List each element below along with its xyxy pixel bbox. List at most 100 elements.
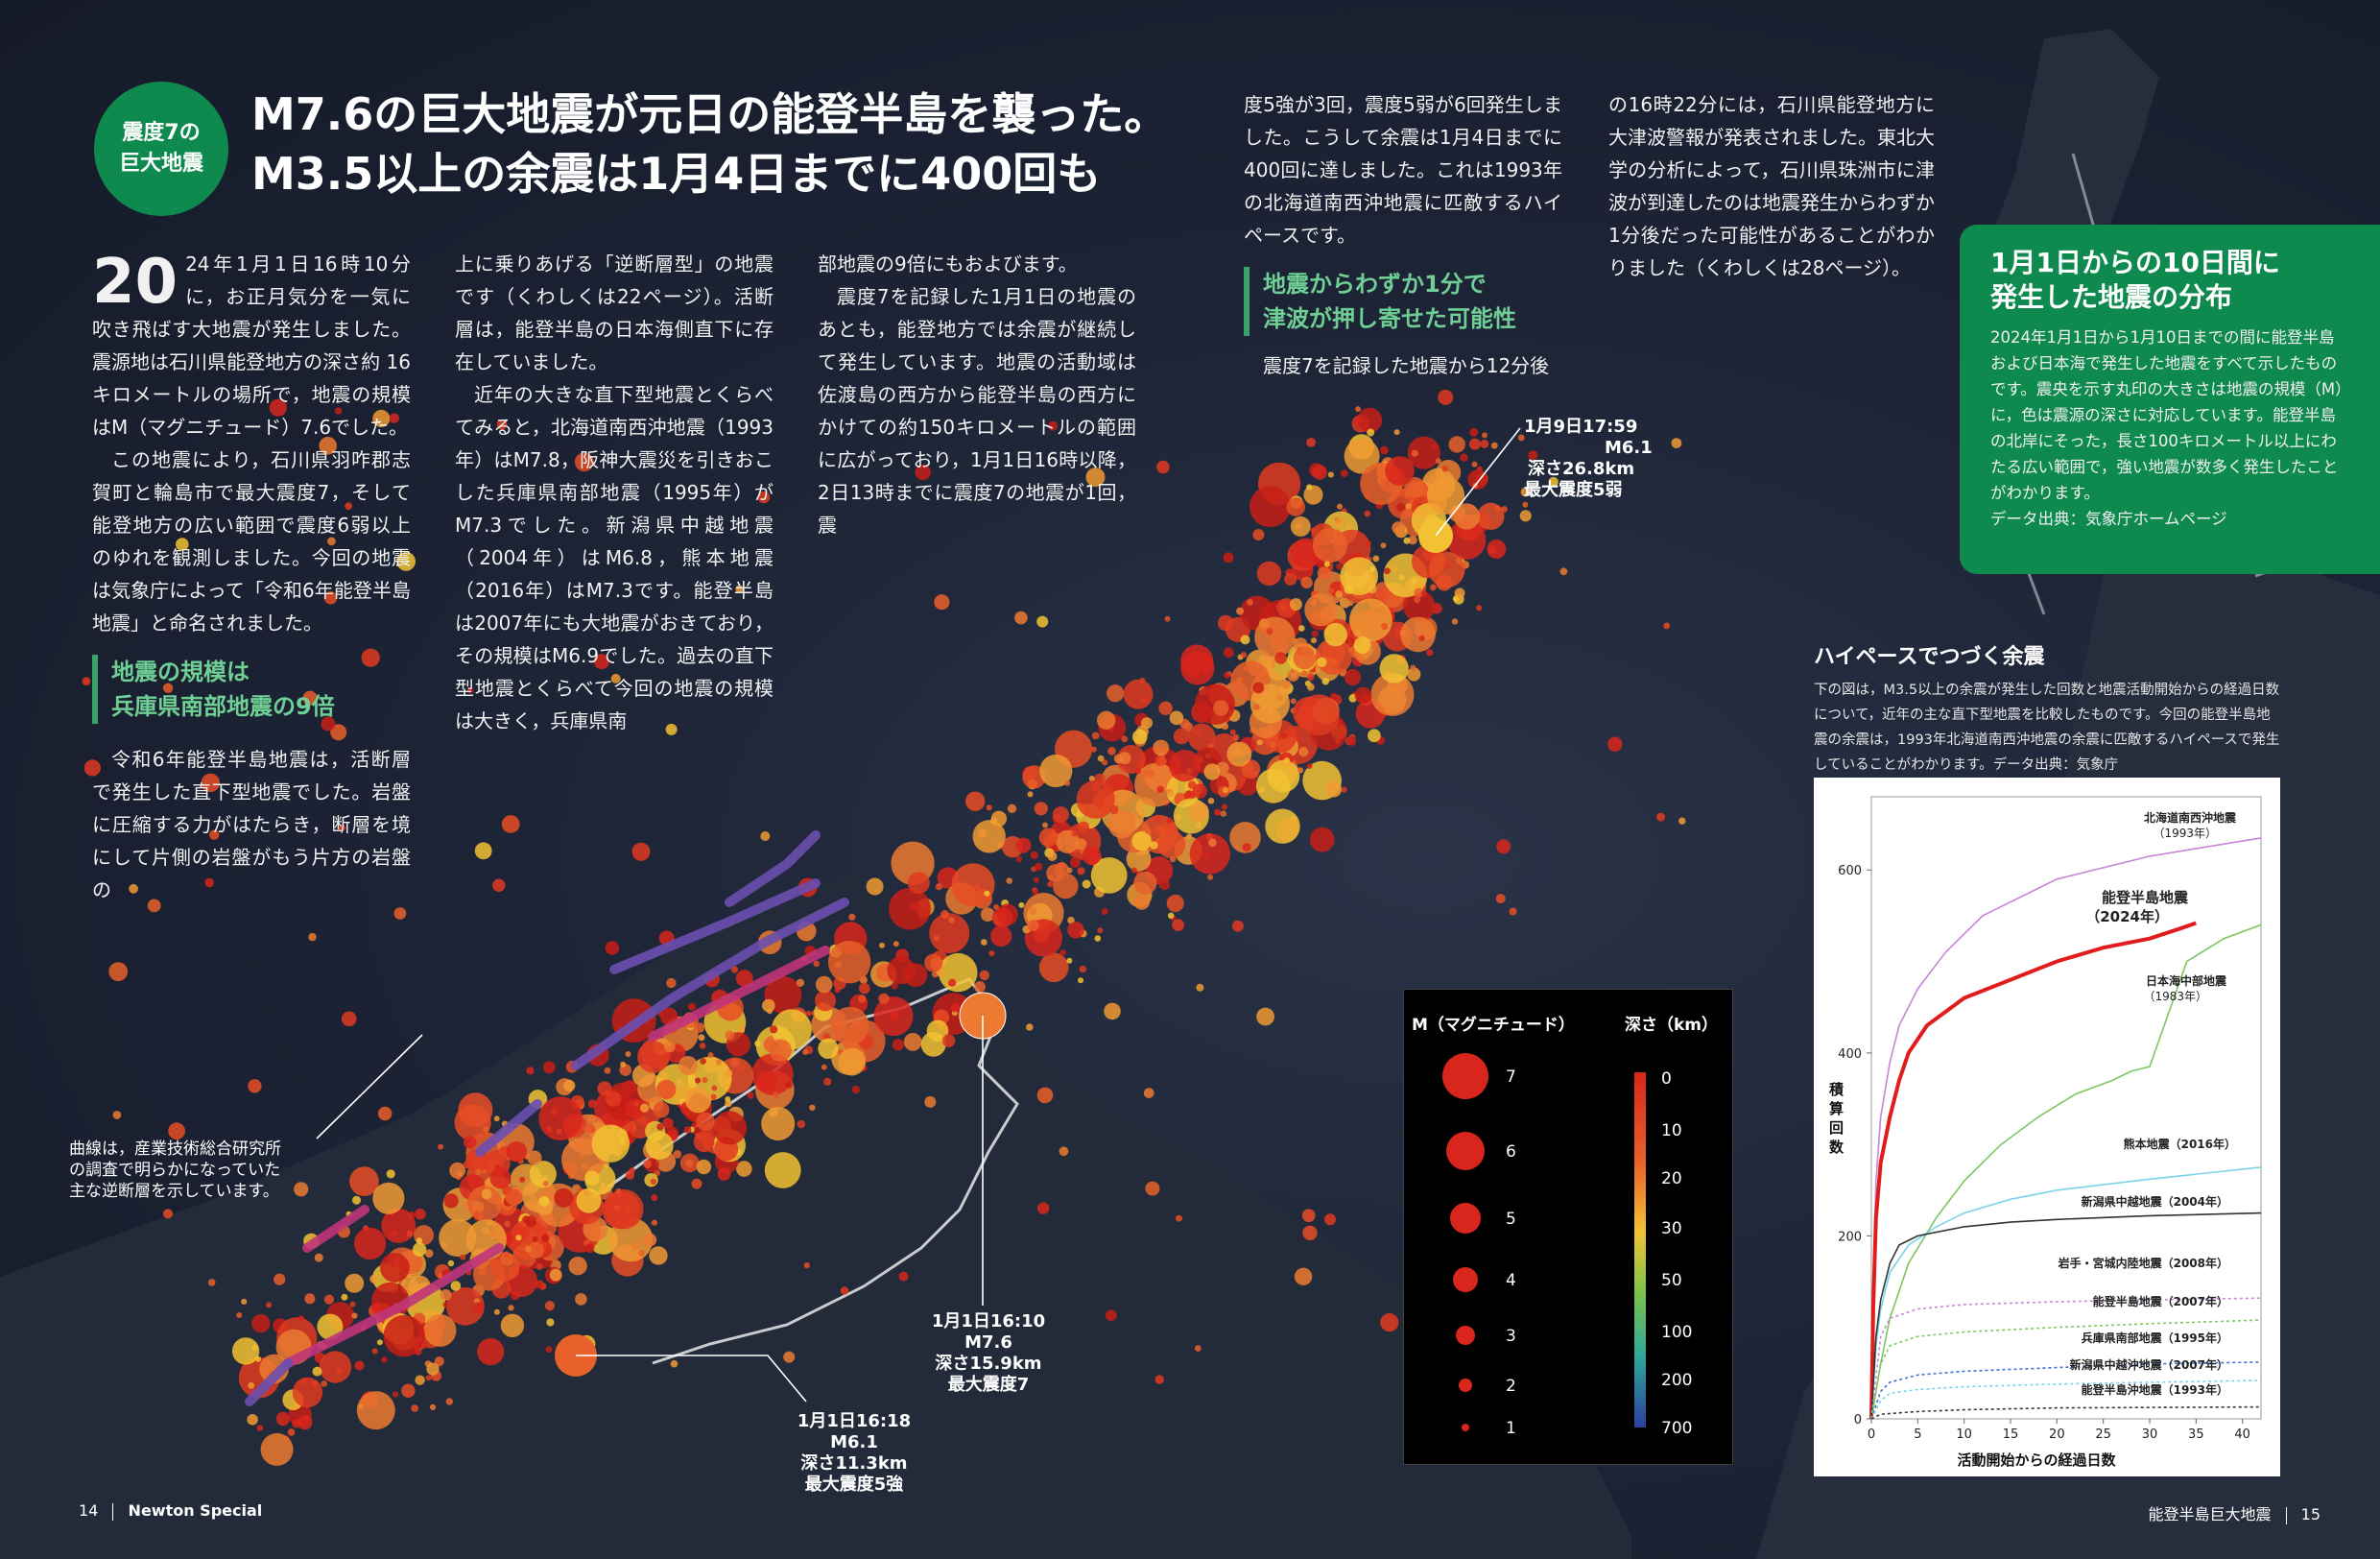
quake-marker bbox=[1333, 517, 1345, 529]
series-label: 能登半島地震（2007年） bbox=[2093, 1294, 2228, 1308]
quake-marker bbox=[605, 941, 620, 955]
quake-marker bbox=[349, 1166, 379, 1196]
quake-marker bbox=[785, 1081, 793, 1089]
quake-marker bbox=[1133, 871, 1157, 896]
quake-marker bbox=[1392, 521, 1405, 535]
quake-marker bbox=[474, 1168, 482, 1176]
quake-marker bbox=[1317, 566, 1331, 581]
quake-marker bbox=[294, 1182, 309, 1197]
legend-depth-header: 深さ（km） bbox=[1625, 1015, 1718, 1035]
quake-marker bbox=[542, 1061, 556, 1074]
quake-marker bbox=[1324, 1213, 1336, 1226]
quake-marker bbox=[1349, 598, 1392, 642]
quake-marker bbox=[393, 907, 407, 920]
quake-marker bbox=[1354, 686, 1372, 705]
quake-marker bbox=[353, 1227, 387, 1260]
quake-marker bbox=[1340, 557, 1378, 595]
quake-marker bbox=[1077, 867, 1085, 875]
quake-marker bbox=[1297, 767, 1304, 774]
quake-label-main: 1月1日16:10 M7.6 深さ15.9km 最大震度7 bbox=[921, 1311, 1056, 1396]
quake-marker bbox=[528, 1241, 544, 1259]
quake-marker bbox=[1310, 527, 1318, 535]
box-title: 1月1日からの10日間に 発生した地震の分布 bbox=[1990, 246, 2349, 315]
quake-marker bbox=[948, 917, 955, 923]
article-column-1: 20 24年1月1日16時10分に，お正月気分を一気に吹き飛ばす大地震が発生しまし… bbox=[92, 248, 411, 906]
quake-marker bbox=[241, 1298, 248, 1305]
quake-marker bbox=[1130, 867, 1137, 874]
quake-marker bbox=[1404, 476, 1425, 498]
quake-marker bbox=[1407, 667, 1421, 682]
paragraph: 震度7を記録した地震から12分後 bbox=[1263, 354, 1550, 377]
quake-marker bbox=[108, 962, 129, 981]
quake-marker bbox=[1384, 567, 1391, 575]
quake-marker bbox=[1027, 791, 1034, 798]
quake-marker bbox=[694, 1022, 705, 1033]
series-label: 能登半島沖地震（1993年） bbox=[2082, 1382, 2228, 1397]
quake-marker bbox=[1205, 832, 1213, 840]
quake-marker bbox=[1290, 698, 1297, 705]
quake-marker bbox=[1254, 616, 1296, 658]
quake-marker bbox=[1164, 615, 1171, 622]
quake-marker bbox=[1414, 588, 1424, 598]
quake-marker bbox=[1176, 1214, 1182, 1222]
chart-series-line bbox=[1870, 923, 2262, 1420]
quake-marker bbox=[1256, 561, 1282, 587]
quake-marker bbox=[1344, 438, 1380, 474]
quake-marker bbox=[1442, 561, 1451, 569]
quake-marker bbox=[321, 716, 336, 732]
article-column-4: 度5強が3回，震度5弱が6回発生しました。こうして余震は1月4日までに400回に… bbox=[1244, 88, 1562, 382]
quake-label-line: 1月9日17:59 bbox=[1524, 417, 1638, 437]
quake-marker bbox=[974, 981, 986, 993]
chart-series-line bbox=[1870, 1361, 2262, 1420]
quake-marker bbox=[1097, 755, 1105, 762]
quake-marker bbox=[1156, 785, 1164, 793]
quake-marker bbox=[1090, 857, 1128, 894]
graph-description: 下の図は，M3.5以上の余震が発生した回数と地震活動開始からの経過日数について，… bbox=[1814, 683, 2280, 773]
x-tick-label: 20 bbox=[2049, 1427, 2065, 1442]
quake-marker bbox=[1321, 677, 1329, 685]
quake-marker bbox=[915, 464, 931, 481]
quake-marker bbox=[236, 1312, 243, 1318]
quake-marker bbox=[1281, 680, 1292, 689]
quake-marker bbox=[1082, 846, 1102, 866]
quake-marker bbox=[1156, 826, 1167, 836]
quake-marker bbox=[1126, 846, 1152, 872]
map-legend: M（マグニチュード） 深さ（km） 7 6 5 4 3 2 1 0 10 20 30 50 100 20… bbox=[1403, 989, 1733, 1465]
quake-marker bbox=[1344, 668, 1362, 686]
note-line: 主な逆断層を示しています。 bbox=[69, 1182, 279, 1201]
quake-marker bbox=[715, 1059, 723, 1066]
badge-line: 震度7の bbox=[122, 121, 201, 145]
quake-marker bbox=[710, 1093, 717, 1100]
quake-marker bbox=[683, 1126, 692, 1134]
chart-series-line bbox=[1870, 1297, 2262, 1420]
quake-marker bbox=[536, 1263, 543, 1270]
quake-marker bbox=[1327, 588, 1334, 594]
quake-marker bbox=[1059, 949, 1066, 956]
quake-marker bbox=[1066, 867, 1073, 874]
title-line: M3.5以上の余震は1月4日までに400回も bbox=[251, 148, 1102, 200]
quake-marker bbox=[1405, 503, 1412, 510]
quake-marker bbox=[1091, 732, 1100, 740]
quake-marker bbox=[1289, 598, 1302, 612]
quake-marker bbox=[1059, 1146, 1069, 1157]
quake-marker bbox=[1107, 684, 1125, 703]
quake-marker bbox=[162, 683, 174, 693]
quake-marker bbox=[1107, 810, 1136, 839]
quake-marker bbox=[1015, 837, 1032, 853]
quake-marker bbox=[147, 899, 161, 913]
paragraph: 近年の大きな直下型地震とくらべてみると，北海道南西沖地震（1993年）はM7.8… bbox=[455, 383, 774, 732]
quake-marker bbox=[1094, 935, 1102, 942]
quake-marker bbox=[1312, 465, 1327, 480]
quake-marker bbox=[1053, 873, 1079, 899]
chart-series-line bbox=[1870, 837, 2262, 1420]
quake-marker bbox=[673, 1150, 682, 1159]
quake-marker bbox=[1222, 787, 1228, 794]
quake-marker bbox=[204, 877, 214, 888]
quake-marker bbox=[1355, 406, 1362, 413]
quake-marker bbox=[1241, 652, 1247, 659]
paragraph: 24年1月1日16時10分に，お正月気分を一気に吹き飛ばす大地震が発生しました。… bbox=[92, 252, 411, 439]
quake-marker bbox=[354, 1360, 365, 1371]
quake-marker bbox=[583, 1125, 591, 1134]
legend-depth-scale: 0 10 20 30 50 100 200 700 bbox=[1661, 1069, 1692, 1438]
